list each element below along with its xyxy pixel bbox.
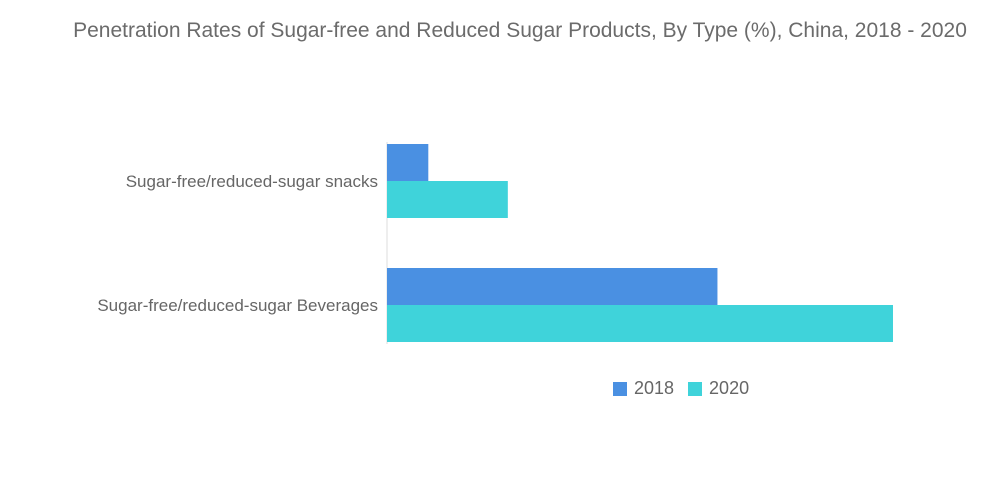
bar-2020-category-0[interactable] xyxy=(387,181,508,218)
category-label-0: Sugar-free/reduced-sugar snacks xyxy=(126,172,378,191)
legend: 2018 2020 xyxy=(613,378,749,399)
bar-2018-category-0[interactable] xyxy=(387,144,429,181)
category-label-1: Sugar-free/reduced-sugar Beverages xyxy=(97,296,378,315)
legend-swatch-2018 xyxy=(613,381,627,396)
legend-label-2020: 2020 xyxy=(709,378,750,398)
bar-2018-category-1[interactable] xyxy=(387,268,718,305)
chart-title: Penetration Rates of Sugar-free and Redu… xyxy=(73,19,967,42)
legend-item-2020[interactable]: 2020 xyxy=(688,378,749,399)
legend-item-2018[interactable]: 2018 xyxy=(613,378,674,399)
legend-swatch-2020 xyxy=(688,381,703,396)
bar-2020-category-1[interactable] xyxy=(387,305,893,342)
legend-label-2018: 2018 xyxy=(634,378,675,398)
